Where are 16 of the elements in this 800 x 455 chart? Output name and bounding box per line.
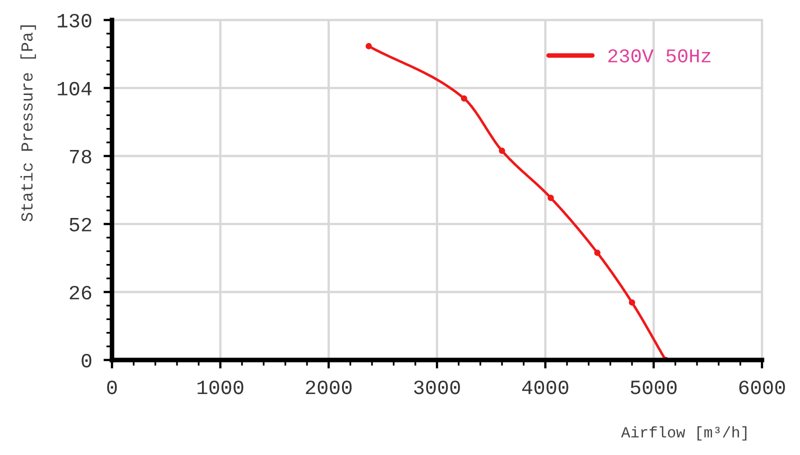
x-tick-label: 0: [107, 380, 117, 394]
y-tick-label: 0: [82, 354, 92, 368]
legend-label: 230V 50Hz: [608, 49, 710, 62]
x-tick-label: 2000: [306, 380, 352, 394]
x-tick-label: 3000: [414, 380, 460, 394]
x-tick-label: 4000: [522, 380, 568, 394]
y-tick-label: 104: [58, 82, 92, 96]
x-tick-label: 1000: [198, 380, 244, 394]
y-tick-label: 130: [58, 14, 92, 28]
y-tick-label: 26: [70, 286, 92, 300]
y-tick-label: 52: [70, 218, 92, 232]
x-tick-label: 5000: [630, 380, 677, 394]
x-axis-title: Airflow [m³/h]: [621, 426, 746, 441]
y-tick-label: 78: [70, 150, 92, 164]
x-tick-label: 6000: [739, 380, 785, 394]
y-axis-title: Static Pressure [Pa]: [20, 25, 36, 222]
